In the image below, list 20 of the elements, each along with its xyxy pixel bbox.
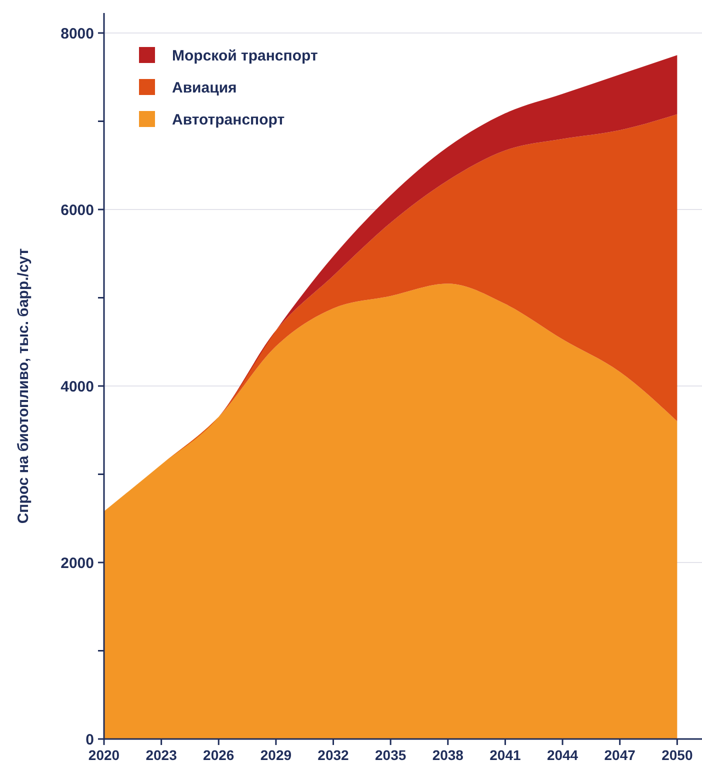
y-tick-label: 2000 bbox=[60, 554, 94, 572]
x-tick-label: 2047 bbox=[604, 747, 636, 763]
x-tick-label: 2026 bbox=[203, 747, 234, 763]
y-tick-label: 6000 bbox=[60, 202, 94, 219]
y-tick-label: 0 bbox=[86, 731, 94, 748]
x-tick-label: 2023 bbox=[146, 747, 178, 763]
x-tick-label: 2038 bbox=[432, 747, 464, 763]
legend-label: Автотранспорт bbox=[172, 111, 285, 128]
x-tick-label: 2029 bbox=[260, 747, 292, 763]
y-tick-label: 4000 bbox=[60, 378, 94, 396]
x-tick-label: 2041 bbox=[490, 747, 521, 763]
legend-label: Авиация bbox=[172, 79, 237, 96]
x-tick-label: 2020 bbox=[88, 747, 120, 763]
x-tick-label: 2032 bbox=[318, 747, 350, 763]
x-tick-label: 2044 bbox=[546, 747, 578, 763]
x-tick-label: 2050 bbox=[662, 747, 693, 763]
x-tick-label: 2035 bbox=[375, 747, 406, 763]
y-tick-label: 8000 bbox=[60, 25, 94, 42]
y-axis-title: Спрос на биотопливо, тыс. барр./сут bbox=[15, 248, 32, 524]
legend-label: Морской транспорт bbox=[172, 47, 318, 64]
